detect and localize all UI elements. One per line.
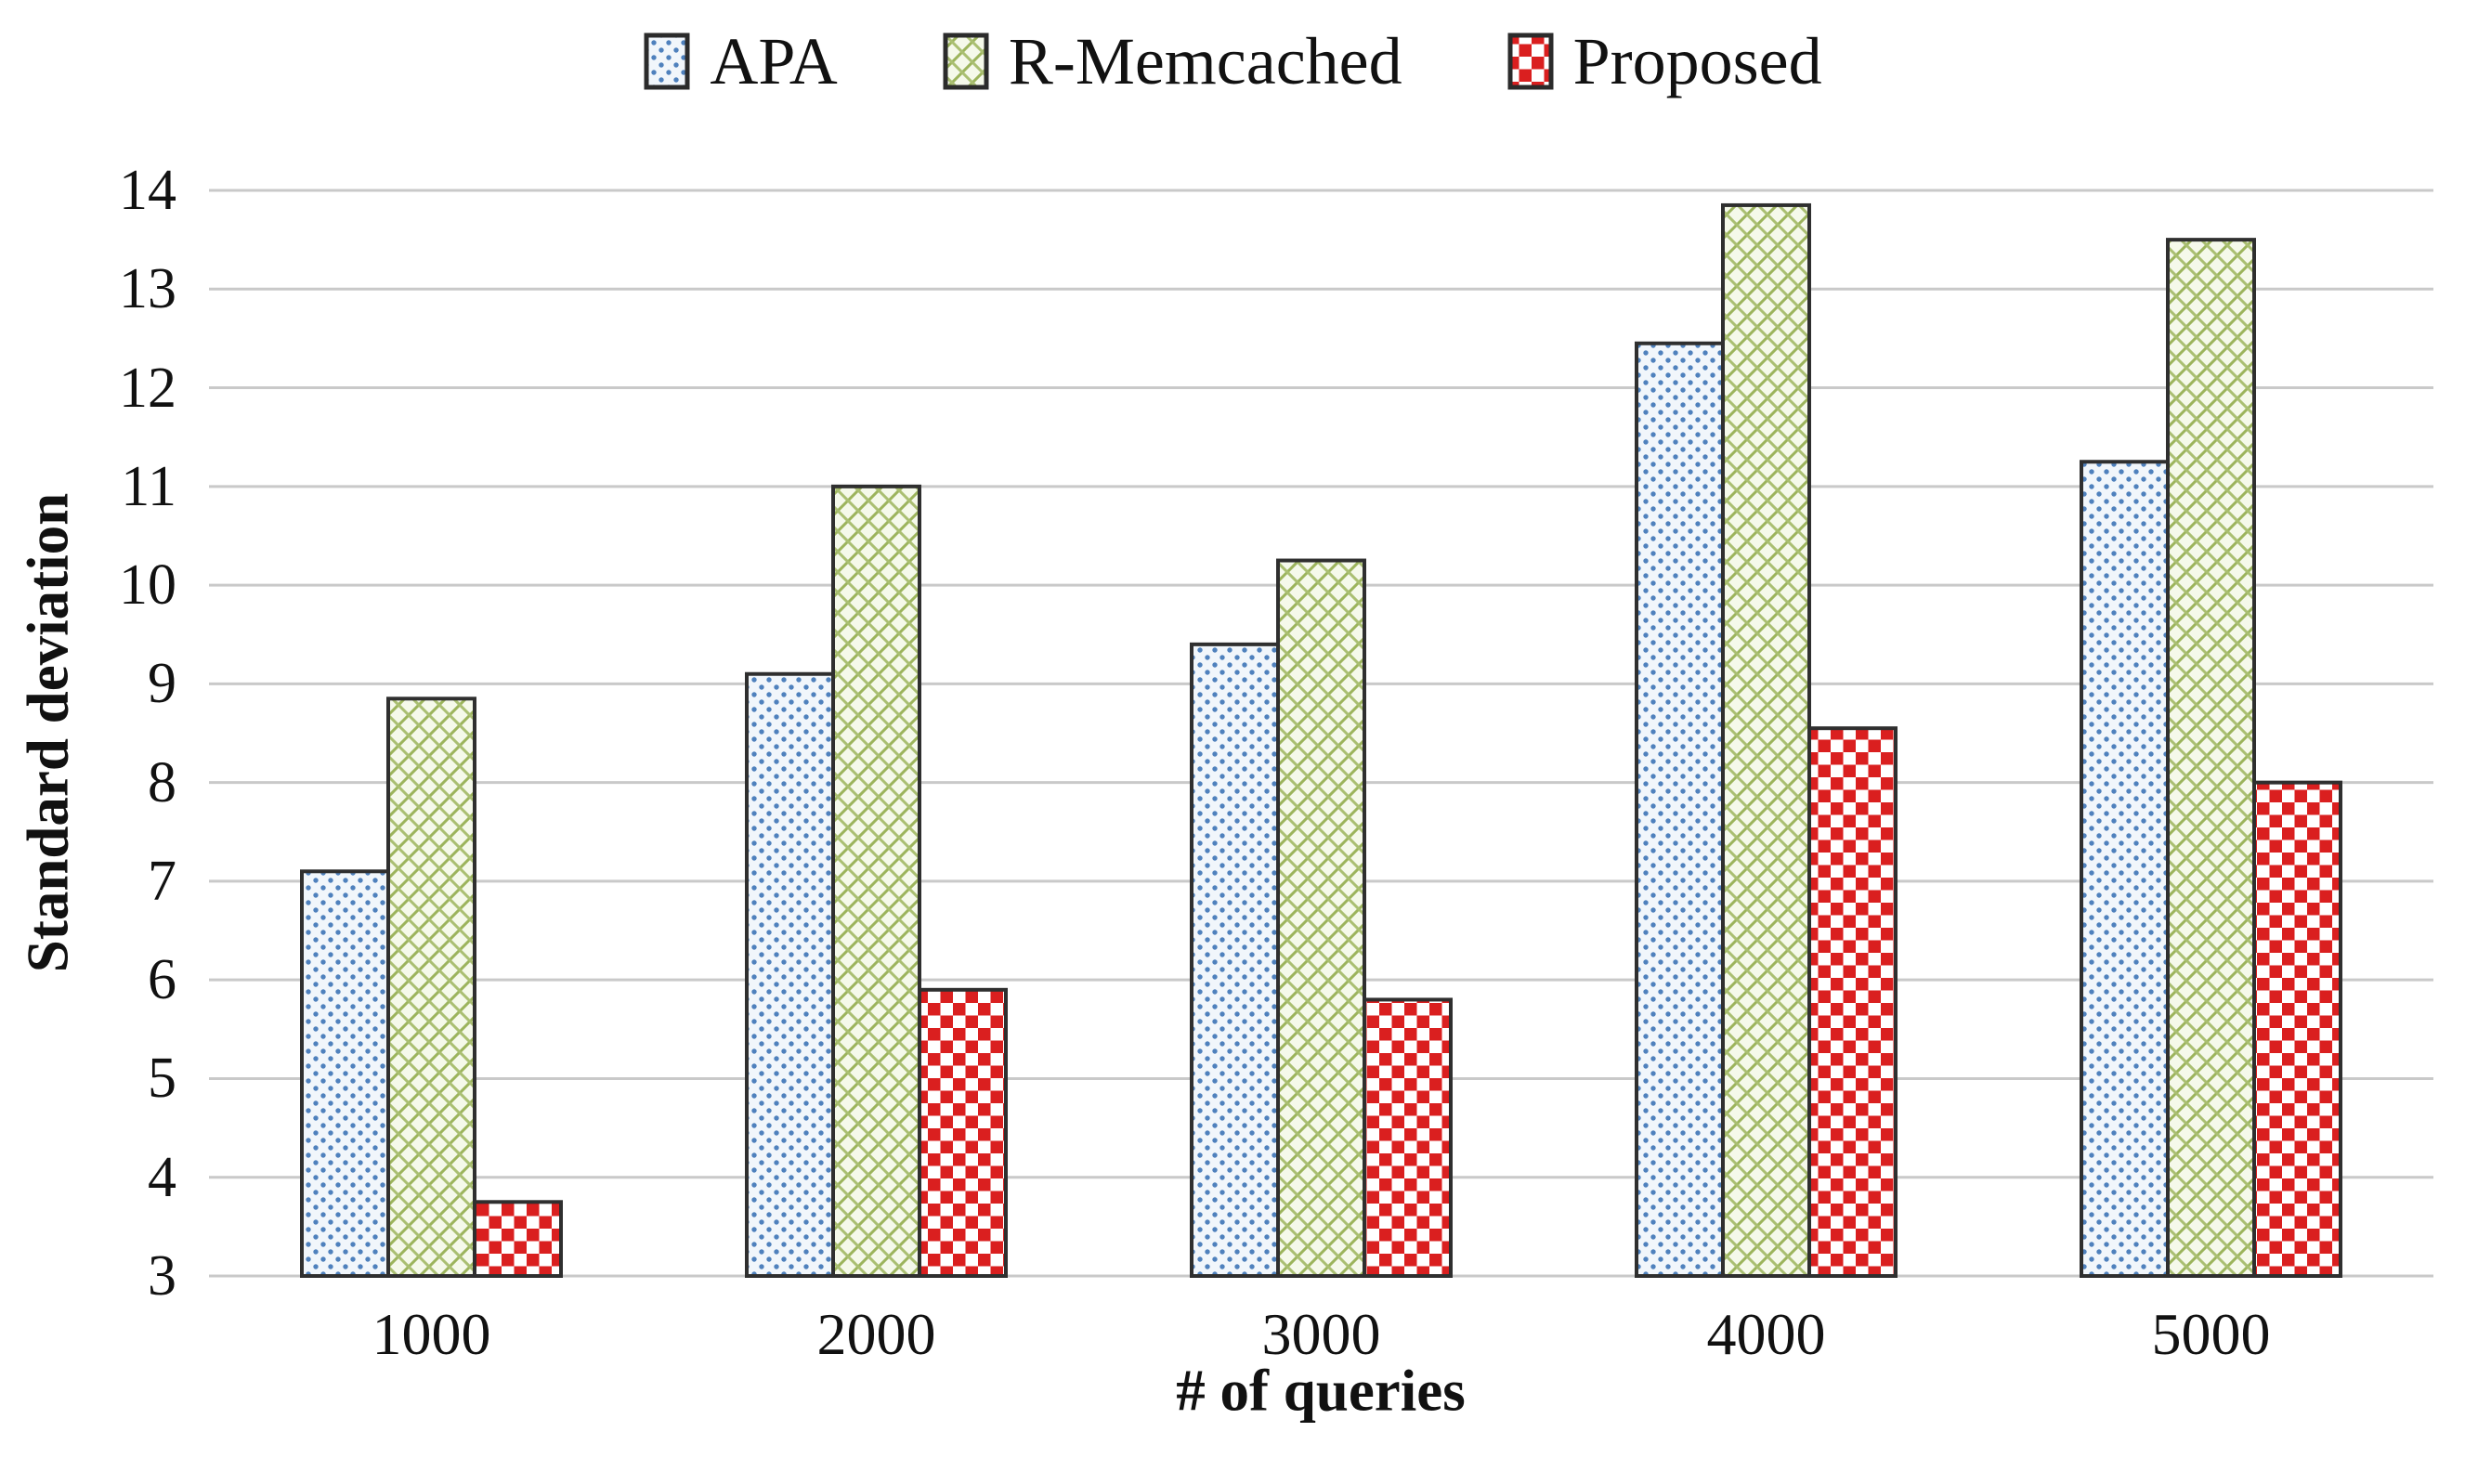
bar-APA-3000 — [1190, 642, 1280, 1278]
x-axis-title: # of queries — [1176, 1358, 1466, 1424]
legend-label-proposed: Proposed — [1572, 24, 1822, 98]
y-tick-label-10: 10 — [119, 553, 176, 618]
bar-Proposed-1000 — [473, 1200, 563, 1278]
legend-item-apa: APA — [643, 24, 838, 98]
x-tick-label-1000: 1000 — [372, 1301, 491, 1367]
y-tick-label-3: 3 — [148, 1244, 176, 1308]
y-tick-label-12: 12 — [119, 356, 176, 420]
y-tick-label-14: 14 — [119, 159, 176, 222]
legend-swatch-apa-icon — [644, 33, 690, 90]
bar-APA-2000 — [745, 671, 835, 1278]
legend-swatch-r-memcached-icon — [943, 33, 989, 90]
bar-R-Memcached-3000 — [1276, 558, 1366, 1278]
bar-APA-4000 — [1635, 341, 1725, 1278]
bar-R-Memcached-1000 — [386, 696, 476, 1278]
bar-R-Memcached-5000 — [2166, 238, 2256, 1278]
bar-R-Memcached-2000 — [831, 484, 921, 1278]
bar-Proposed-3000 — [1363, 997, 1453, 1279]
x-tick-label-5000: 5000 — [2151, 1301, 2271, 1367]
legend-label-r-memcached: R-Memcached — [1008, 24, 1402, 98]
y-tick-label-7: 7 — [148, 849, 176, 913]
legend-swatch-proposed-icon — [1507, 33, 1554, 90]
y-tick-label-13: 13 — [119, 257, 176, 321]
y-tick-label-5: 5 — [148, 1047, 176, 1111]
bars-group — [300, 202, 2342, 1279]
bar-Proposed-5000 — [2252, 780, 2342, 1278]
bar-APA-1000 — [300, 869, 390, 1278]
bar-Proposed-4000 — [1807, 726, 1898, 1278]
y-tick-label-11: 11 — [121, 454, 176, 518]
bar-APA-5000 — [2080, 460, 2170, 1278]
bar-R-Memcached-4000 — [1721, 202, 1811, 1278]
legend-item-proposed: Proposed — [1506, 28, 1822, 95]
x-tick-label-2000: 2000 — [816, 1301, 936, 1367]
y-tick-label-9: 9 — [148, 652, 176, 716]
y-tick-label-6: 6 — [148, 948, 176, 1012]
legend-label-apa: APA — [710, 24, 838, 98]
chart-legend: APA R-Memcached Proposed — [0, 28, 2465, 95]
x-tick-label-4000: 4000 — [1706, 1301, 1826, 1367]
legend-item-r-memcached: R-Memcached — [942, 28, 1402, 95]
x-tick-label-3000: 3000 — [1261, 1301, 1381, 1367]
y-tick-label-8: 8 — [148, 750, 176, 814]
y-tick-label-4: 4 — [148, 1145, 176, 1209]
bar-Proposed-2000 — [918, 987, 1008, 1278]
